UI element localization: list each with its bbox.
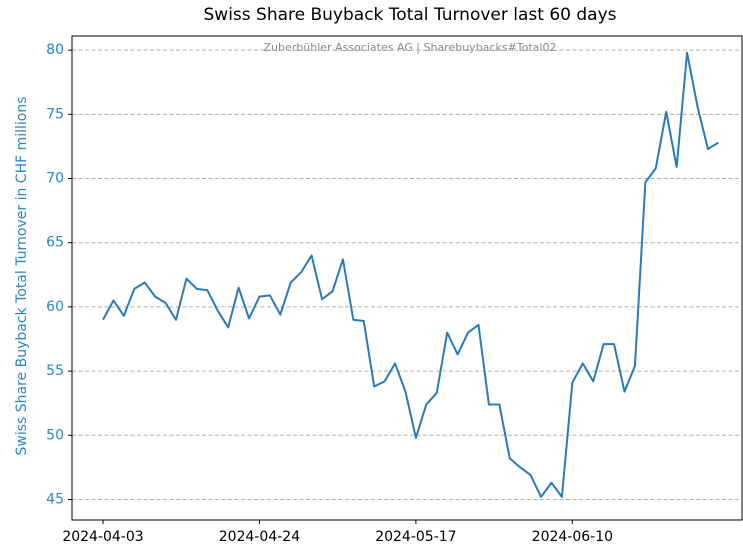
- y-tick-label: 50: [46, 427, 64, 443]
- y-tick-label: 45: [46, 491, 64, 507]
- y-tick-label: 65: [46, 235, 64, 251]
- x-tick-label: 2024-06-10: [532, 529, 613, 545]
- y-tick-label: 60: [46, 299, 64, 315]
- y-tick-label: 55: [46, 363, 64, 379]
- y-axis-label: Swiss Share Buyback Total Turnover in CH…: [14, 96, 30, 455]
- data-line: [102, 51, 719, 498]
- x-tick-label: 2024-04-24: [219, 529, 300, 545]
- x-tick-label: 2024-05-17: [375, 529, 456, 545]
- chart-title: Swiss Share Buyback Total Turnover last …: [204, 5, 617, 25]
- annotation: Zuberbühler Associates AG | Sharebuyback…: [264, 41, 557, 54]
- y-tick-label: 80: [46, 42, 64, 58]
- y-tick-label: 70: [46, 171, 64, 187]
- plot-frame: [71, 35, 743, 521]
- x-tick-label: 2024-04-03: [62, 529, 143, 545]
- y-tick-label: 75: [46, 106, 64, 122]
